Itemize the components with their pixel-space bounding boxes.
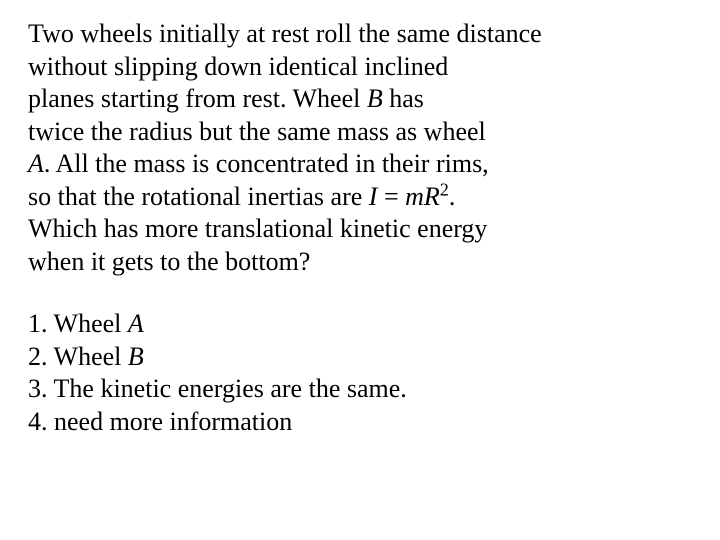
q-line8: when it gets to the bottom? — [28, 247, 310, 276]
q-line3-b: B — [367, 84, 383, 113]
q-line5-post: . All the mass is concentrated in their … — [44, 149, 489, 178]
q-line6-pre: so that the rotational inertias are — [28, 182, 369, 211]
q-line7: Which has more translational kinetic ene… — [28, 214, 487, 243]
q-line2: without slipping down identical inclined — [28, 52, 448, 81]
q-line1: Two wheels initially at rest roll the sa… — [28, 19, 542, 48]
option-2: 2. Wheel B — [28, 341, 692, 374]
q-line6-mr: mR — [405, 182, 440, 211]
question-text: Two wheels initially at rest roll the sa… — [28, 18, 692, 278]
q-line3-post: has — [383, 84, 424, 113]
option-2-label: B — [128, 342, 144, 371]
option-3: 3. The kinetic energies are the same. — [28, 373, 692, 406]
option-1-num: 1. Wheel — [28, 309, 128, 338]
answer-options: 1. Wheel A 2. Wheel B 3. The kinetic ene… — [28, 308, 692, 438]
option-1-label: A — [128, 309, 144, 338]
q-line6-eq: = — [377, 182, 405, 211]
q-line5-a: A — [28, 149, 44, 178]
option-4: 4. need more information — [28, 406, 692, 439]
q-line3-pre: planes starting from rest. Wheel — [28, 84, 367, 113]
q-line6-sup: 2 — [440, 179, 449, 199]
option-1: 1. Wheel A — [28, 308, 692, 341]
q-line4: twice the radius but the same mass as wh… — [28, 117, 486, 146]
q-line6-post: . — [449, 182, 456, 211]
option-2-num: 2. Wheel — [28, 342, 128, 371]
